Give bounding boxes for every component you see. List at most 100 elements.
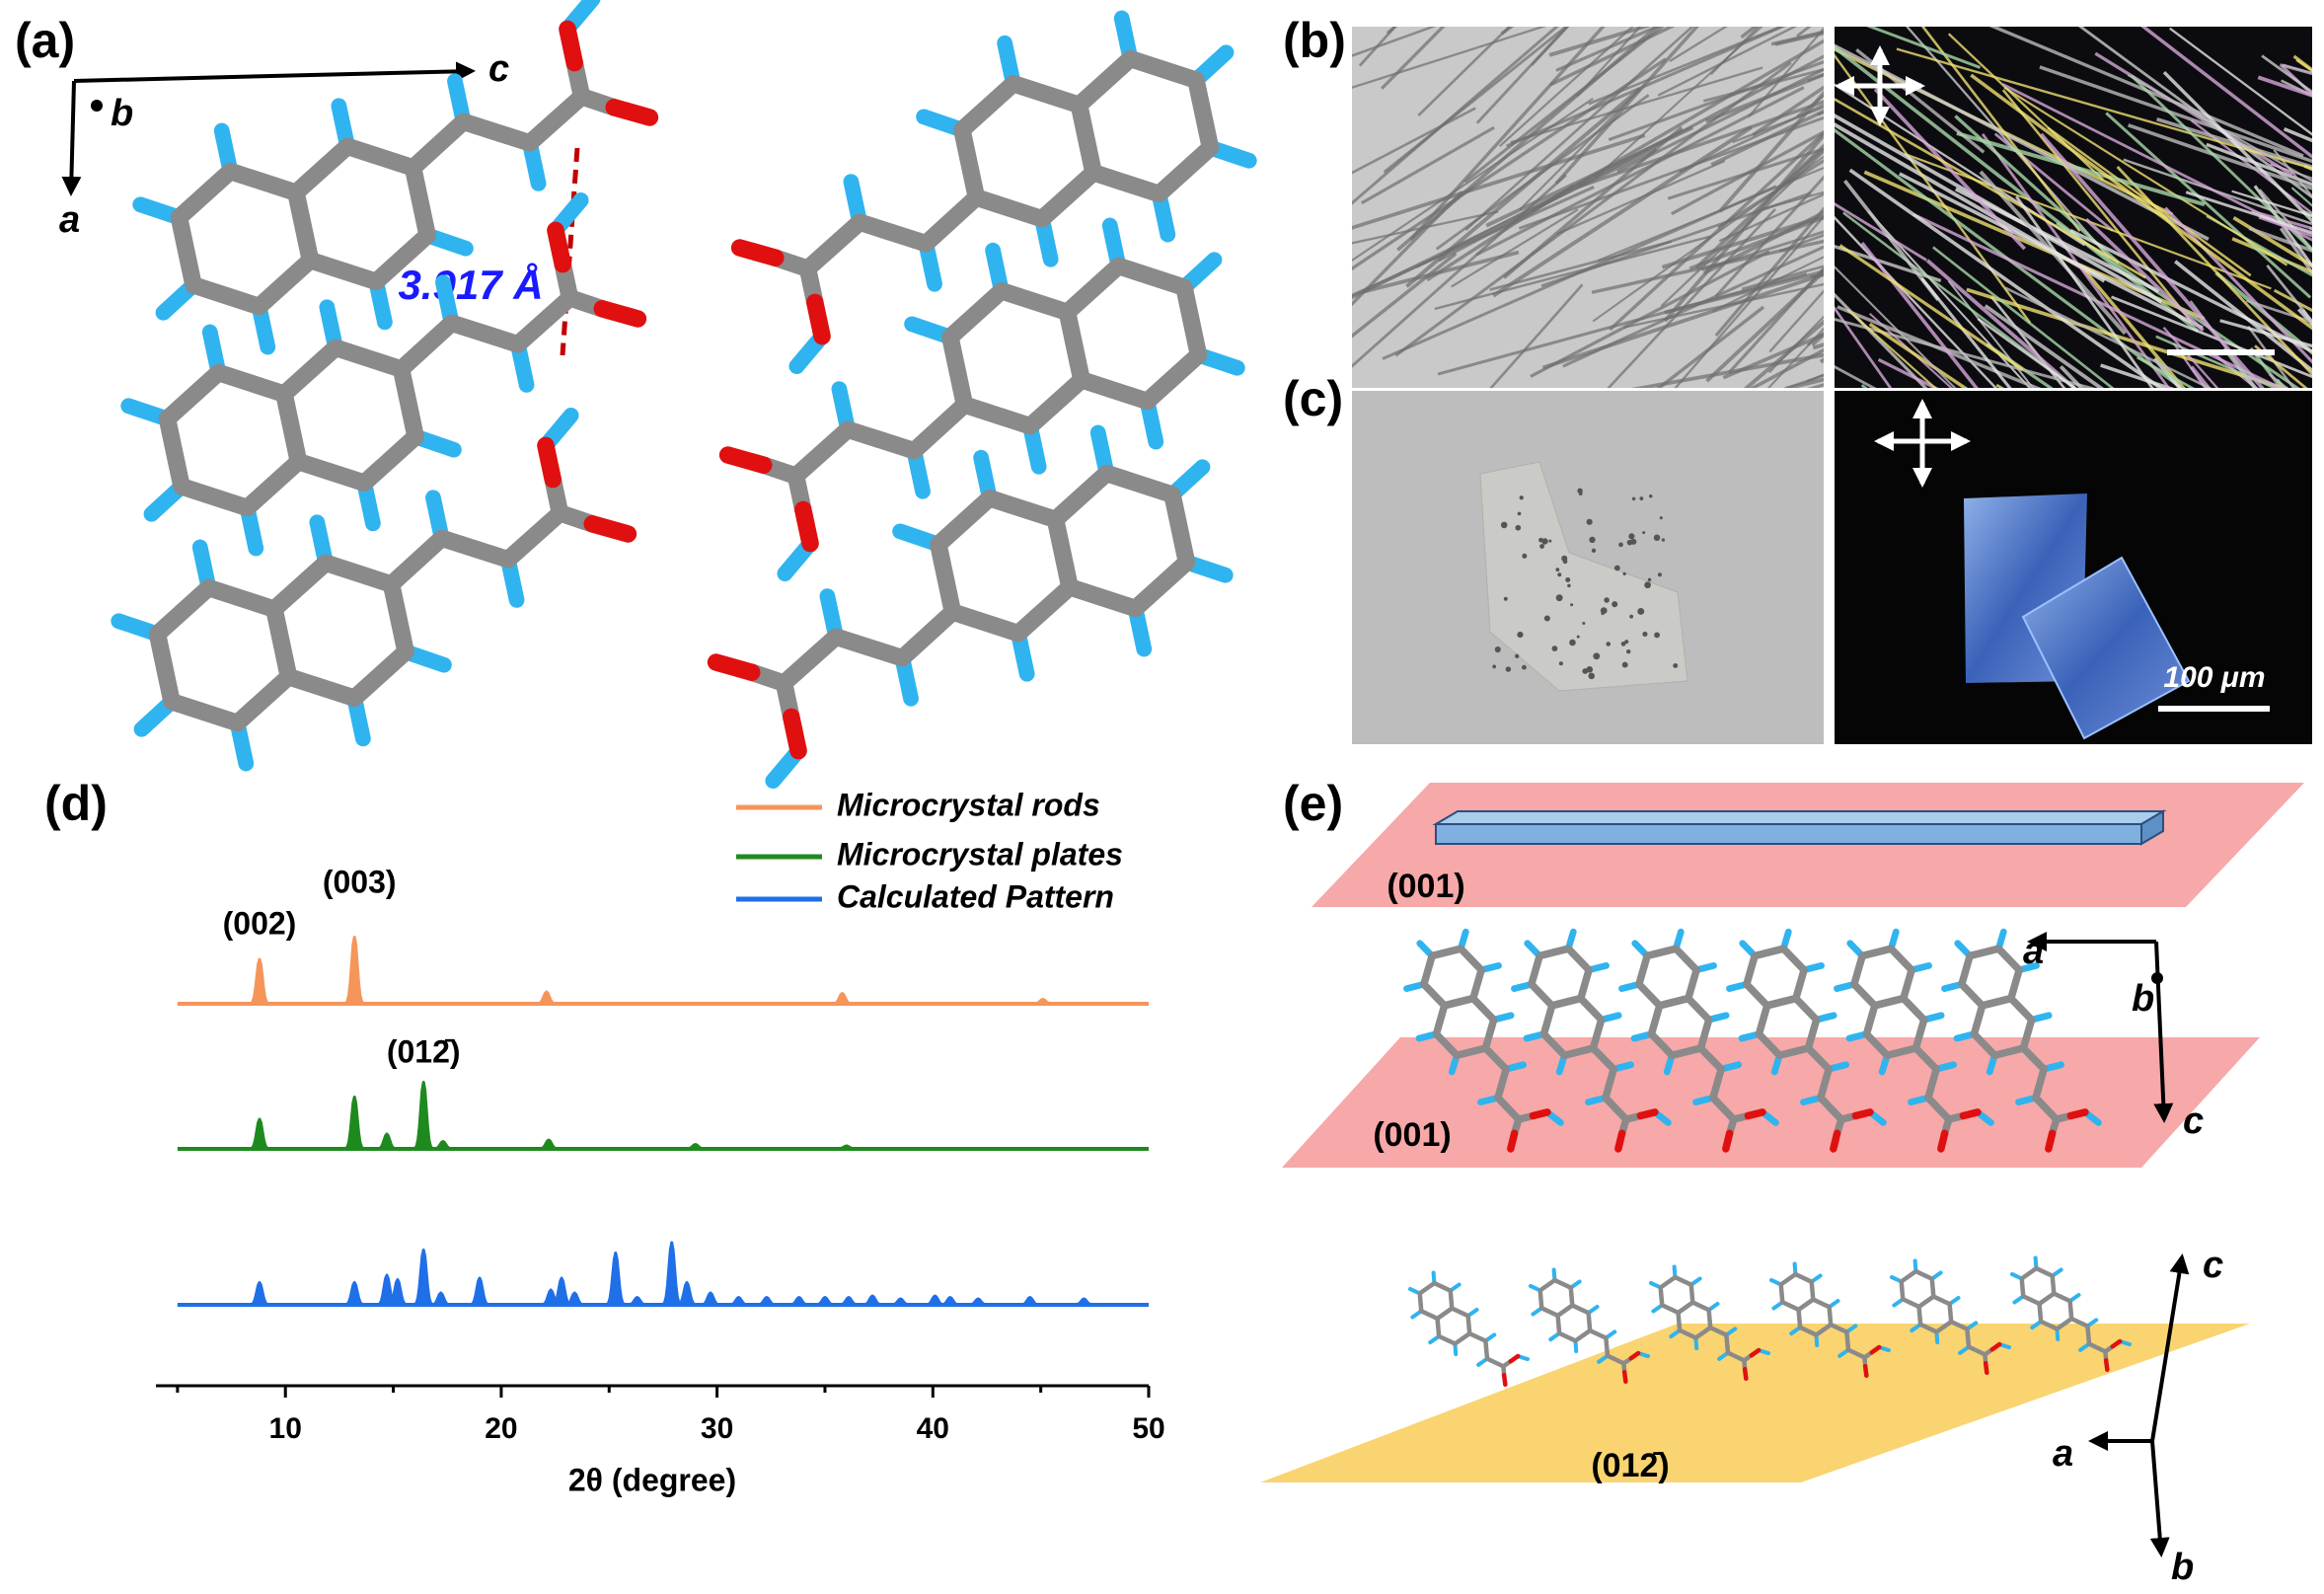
rod bbox=[1688, 215, 1824, 270]
axis-arrow bbox=[2149, 1440, 2170, 1557]
rod bbox=[2169, 27, 2312, 136]
rod bbox=[2003, 86, 2288, 266]
peak bbox=[1073, 1297, 1095, 1307]
dot bbox=[1570, 603, 1574, 607]
rod bbox=[2254, 344, 2308, 388]
rod bbox=[1667, 147, 1824, 200]
rod bbox=[1489, 240, 1673, 291]
rod bbox=[2248, 226, 2312, 253]
dot bbox=[1555, 594, 1563, 602]
rod bbox=[1671, 130, 1824, 216]
rod bbox=[1906, 27, 2111, 260]
peak bbox=[835, 1144, 859, 1151]
rod bbox=[2123, 158, 2312, 226]
rod bbox=[2316, 362, 2324, 475]
peak bbox=[727, 1296, 750, 1307]
axis-dot bbox=[2151, 972, 2163, 984]
peak bbox=[386, 1278, 410, 1307]
peak-label: (002) bbox=[223, 905, 297, 941]
rod bbox=[1835, 97, 2146, 279]
axis-arrow bbox=[73, 61, 476, 83]
peak bbox=[1018, 1296, 1041, 1307]
rod bbox=[1932, 246, 2115, 388]
rod bbox=[1835, 202, 1928, 262]
rod bbox=[1657, 0, 1980, 2]
rod bbox=[1548, 27, 1652, 57]
crystal-rod bbox=[1432, 810, 2167, 825]
rod bbox=[2001, 83, 2312, 242]
dot bbox=[1601, 612, 1605, 616]
scale-bar-label: 100 μm bbox=[2163, 661, 2265, 694]
dot bbox=[1505, 666, 1512, 672]
rod bbox=[2219, 319, 2312, 348]
dot bbox=[1639, 496, 1644, 500]
peak bbox=[787, 1296, 810, 1307]
peak bbox=[248, 1281, 271, 1307]
rod bbox=[2094, 51, 2293, 177]
peak bbox=[966, 1297, 990, 1307]
peak bbox=[342, 1096, 366, 1151]
dot bbox=[1567, 583, 1571, 588]
distance-line bbox=[560, 147, 580, 356]
rod bbox=[1394, 61, 1792, 357]
rod bbox=[1704, 72, 1824, 123]
dot bbox=[1606, 642, 1612, 646]
peak bbox=[755, 1296, 779, 1307]
legend-label: Calculated Pattern bbox=[837, 878, 1114, 914]
dot bbox=[1647, 577, 1652, 582]
rod bbox=[2253, 185, 2312, 269]
dot bbox=[1622, 571, 1626, 576]
rod bbox=[2105, 112, 2312, 299]
rod bbox=[1714, 206, 1824, 338]
dot bbox=[1588, 672, 1596, 680]
rod bbox=[1835, 364, 1877, 388]
rod bbox=[1669, 27, 1728, 62]
rod bbox=[1286, 0, 1436, 3]
peak bbox=[889, 1297, 912, 1307]
peak bbox=[1031, 998, 1055, 1006]
rod bbox=[1970, 73, 2312, 331]
dot bbox=[1538, 537, 1543, 543]
peak bbox=[468, 1276, 491, 1307]
rod bbox=[1842, 211, 2077, 388]
x-tick-label: 30 bbox=[701, 1412, 733, 1445]
rod bbox=[2001, 89, 2193, 323]
rod bbox=[1752, 85, 1824, 137]
peak bbox=[938, 1296, 962, 1307]
rod bbox=[1541, 271, 1824, 370]
dot bbox=[1515, 653, 1520, 658]
axis-label: a bbox=[2053, 1433, 2073, 1475]
peak bbox=[675, 1281, 699, 1307]
rod bbox=[1502, 125, 1684, 279]
rod bbox=[1749, 347, 1824, 388]
rod bbox=[1358, 27, 1397, 67]
rod bbox=[1766, 327, 1824, 388]
axis-label: b bbox=[2171, 1547, 2194, 1588]
rod bbox=[2084, 217, 2205, 333]
axis-label: b bbox=[111, 93, 133, 134]
rod bbox=[2156, 116, 2312, 170]
rod bbox=[1947, 279, 2035, 388]
panel-label: (d) bbox=[44, 776, 108, 831]
rod bbox=[1498, 27, 1634, 148]
dot bbox=[1515, 524, 1522, 531]
x-axis-title: 2θ (degree) bbox=[568, 1462, 736, 1497]
rod bbox=[1593, 27, 1763, 181]
peak bbox=[626, 1296, 648, 1307]
plane-label: (012̄) bbox=[1591, 1447, 1669, 1484]
plane-label: (001) bbox=[1373, 1116, 1451, 1154]
rod bbox=[2174, 260, 2312, 373]
rod bbox=[1988, 27, 2304, 158]
panel-d: (d) 2θ (degree) 10 20 30 40 50 Microcrystal r… bbox=[44, 776, 1165, 1497]
rod bbox=[2047, 126, 2252, 277]
rod bbox=[1712, 256, 1824, 313]
rod bbox=[1475, 27, 1569, 124]
rod bbox=[2185, 190, 2312, 235]
dot bbox=[1576, 635, 1580, 639]
axis-label: a bbox=[2023, 931, 2044, 972]
rod bbox=[1607, 207, 1776, 388]
axis-arrow bbox=[61, 80, 82, 196]
rod bbox=[1352, 27, 1437, 57]
